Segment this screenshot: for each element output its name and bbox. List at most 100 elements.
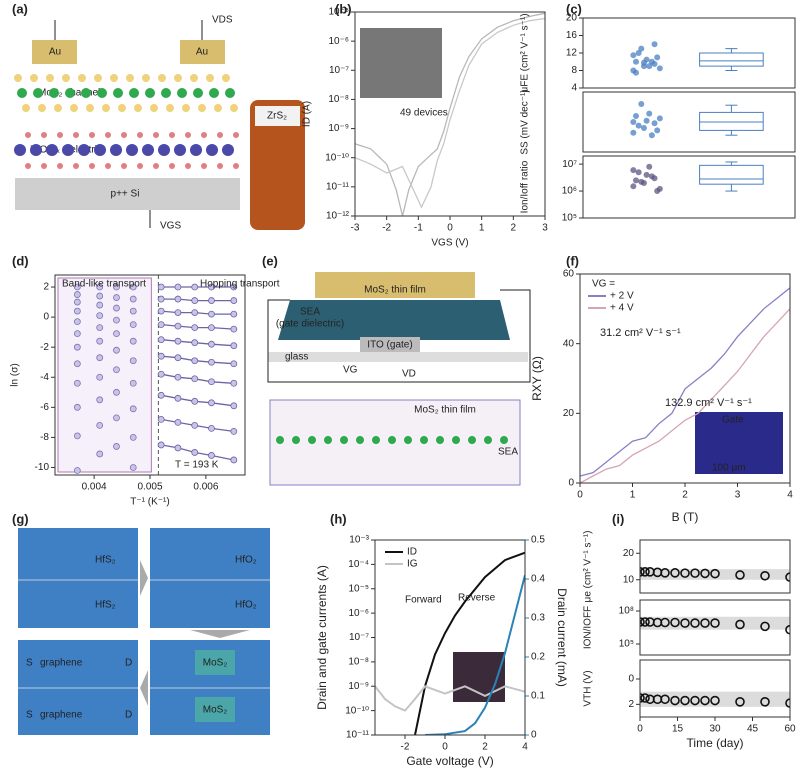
- series-line: [413, 551, 525, 735]
- point: [174, 322, 182, 330]
- point: [656, 115, 663, 122]
- atom: [65, 88, 75, 98]
- point: [174, 354, 182, 362]
- panel-label: (g): [12, 511, 29, 526]
- point: [96, 312, 104, 320]
- atom: [169, 163, 175, 169]
- atom: [177, 88, 187, 98]
- circuit: [267, 289, 531, 383]
- point: [633, 177, 639, 184]
- y-axis-label: SS (mV dec⁻¹): [520, 89, 531, 154]
- atom: [193, 88, 203, 98]
- y-tick-label: 20: [563, 408, 575, 419]
- point: [651, 120, 658, 127]
- point: [208, 399, 215, 407]
- series-line: [424, 574, 525, 735]
- panel-label: (e): [262, 253, 278, 268]
- atom: [484, 436, 492, 444]
- point: [208, 424, 215, 432]
- y-tick-label: -8: [40, 432, 49, 443]
- atom: [30, 74, 38, 82]
- atom: [222, 74, 230, 82]
- label: Au: [196, 47, 208, 58]
- label: D: [125, 710, 132, 721]
- atom: [500, 436, 508, 444]
- point: [96, 373, 104, 381]
- atom: [73, 163, 79, 169]
- atom: [57, 132, 63, 138]
- point: [230, 456, 238, 464]
- atom: [308, 436, 316, 444]
- panel-label: (i): [612, 511, 624, 526]
- label: ZrS₂: [267, 111, 287, 122]
- atom: [169, 132, 175, 138]
- label: MoS₂: [203, 705, 228, 716]
- point: [785, 698, 790, 708]
- point: [96, 396, 104, 404]
- atom: [62, 74, 70, 82]
- label: S: [26, 710, 33, 721]
- point: [208, 378, 215, 386]
- y-tick-label: 10⁷: [562, 159, 577, 170]
- atom: [73, 132, 79, 138]
- point: [640, 693, 650, 703]
- x-tick-label: 0.006: [193, 482, 218, 493]
- point: [630, 129, 637, 136]
- film: [195, 650, 235, 675]
- point: [230, 360, 238, 368]
- arrow: [190, 630, 250, 638]
- label: HfO₂: [235, 600, 257, 611]
- y-tick-label: 40: [563, 338, 575, 349]
- point: [230, 402, 238, 410]
- atom: [22, 104, 30, 112]
- point: [191, 324, 199, 332]
- point: [129, 379, 137, 387]
- point: [638, 178, 645, 185]
- annotation: 49 devices: [400, 108, 448, 119]
- point: [191, 283, 199, 291]
- label: Au: [49, 47, 61, 58]
- point: [654, 127, 661, 134]
- y-tick-label: 10⁻⁹: [328, 123, 349, 134]
- y-axis-label: μe (cm² V⁻¹ s⁻¹): [583, 531, 594, 603]
- legend-label: + 2 V: [610, 291, 634, 302]
- x-tick-label: 2: [511, 223, 517, 234]
- point: [690, 618, 700, 628]
- atom: [110, 74, 118, 82]
- y-tick-label: 60: [563, 269, 575, 280]
- atom: [134, 104, 142, 112]
- point: [208, 358, 215, 366]
- y2-tick-label: 0.3: [531, 613, 545, 624]
- point: [633, 113, 639, 119]
- band: [640, 569, 790, 580]
- atom: [340, 436, 348, 444]
- point: [735, 570, 745, 580]
- atom: [198, 104, 206, 112]
- atom: [185, 132, 191, 138]
- point: [174, 444, 182, 452]
- atom: [206, 144, 218, 156]
- annotation: 100 μm: [712, 463, 746, 474]
- point: [73, 432, 81, 440]
- electrode: [32, 40, 77, 64]
- atom: [118, 104, 126, 112]
- atom: [121, 132, 127, 138]
- atom: [292, 436, 300, 444]
- atom: [185, 163, 191, 169]
- point: [191, 421, 199, 429]
- atom: [78, 144, 90, 156]
- box: [699, 164, 764, 185]
- point: [230, 310, 238, 318]
- point: [643, 117, 650, 124]
- point: [157, 321, 165, 329]
- y2-tick-label: 0.4: [531, 574, 545, 585]
- atom: [33, 88, 43, 98]
- atom: [38, 104, 46, 112]
- point: [640, 617, 650, 627]
- atom: [105, 132, 111, 138]
- plot-area: [57, 275, 238, 475]
- point: [651, 41, 658, 48]
- point: [157, 283, 165, 291]
- point: [760, 621, 770, 632]
- chart: 2 0 -2 -4 -6 -8 -10 0.004 0.005 0.006 T⁻¹ (K⁻¹) ln …: [10, 274, 280, 508]
